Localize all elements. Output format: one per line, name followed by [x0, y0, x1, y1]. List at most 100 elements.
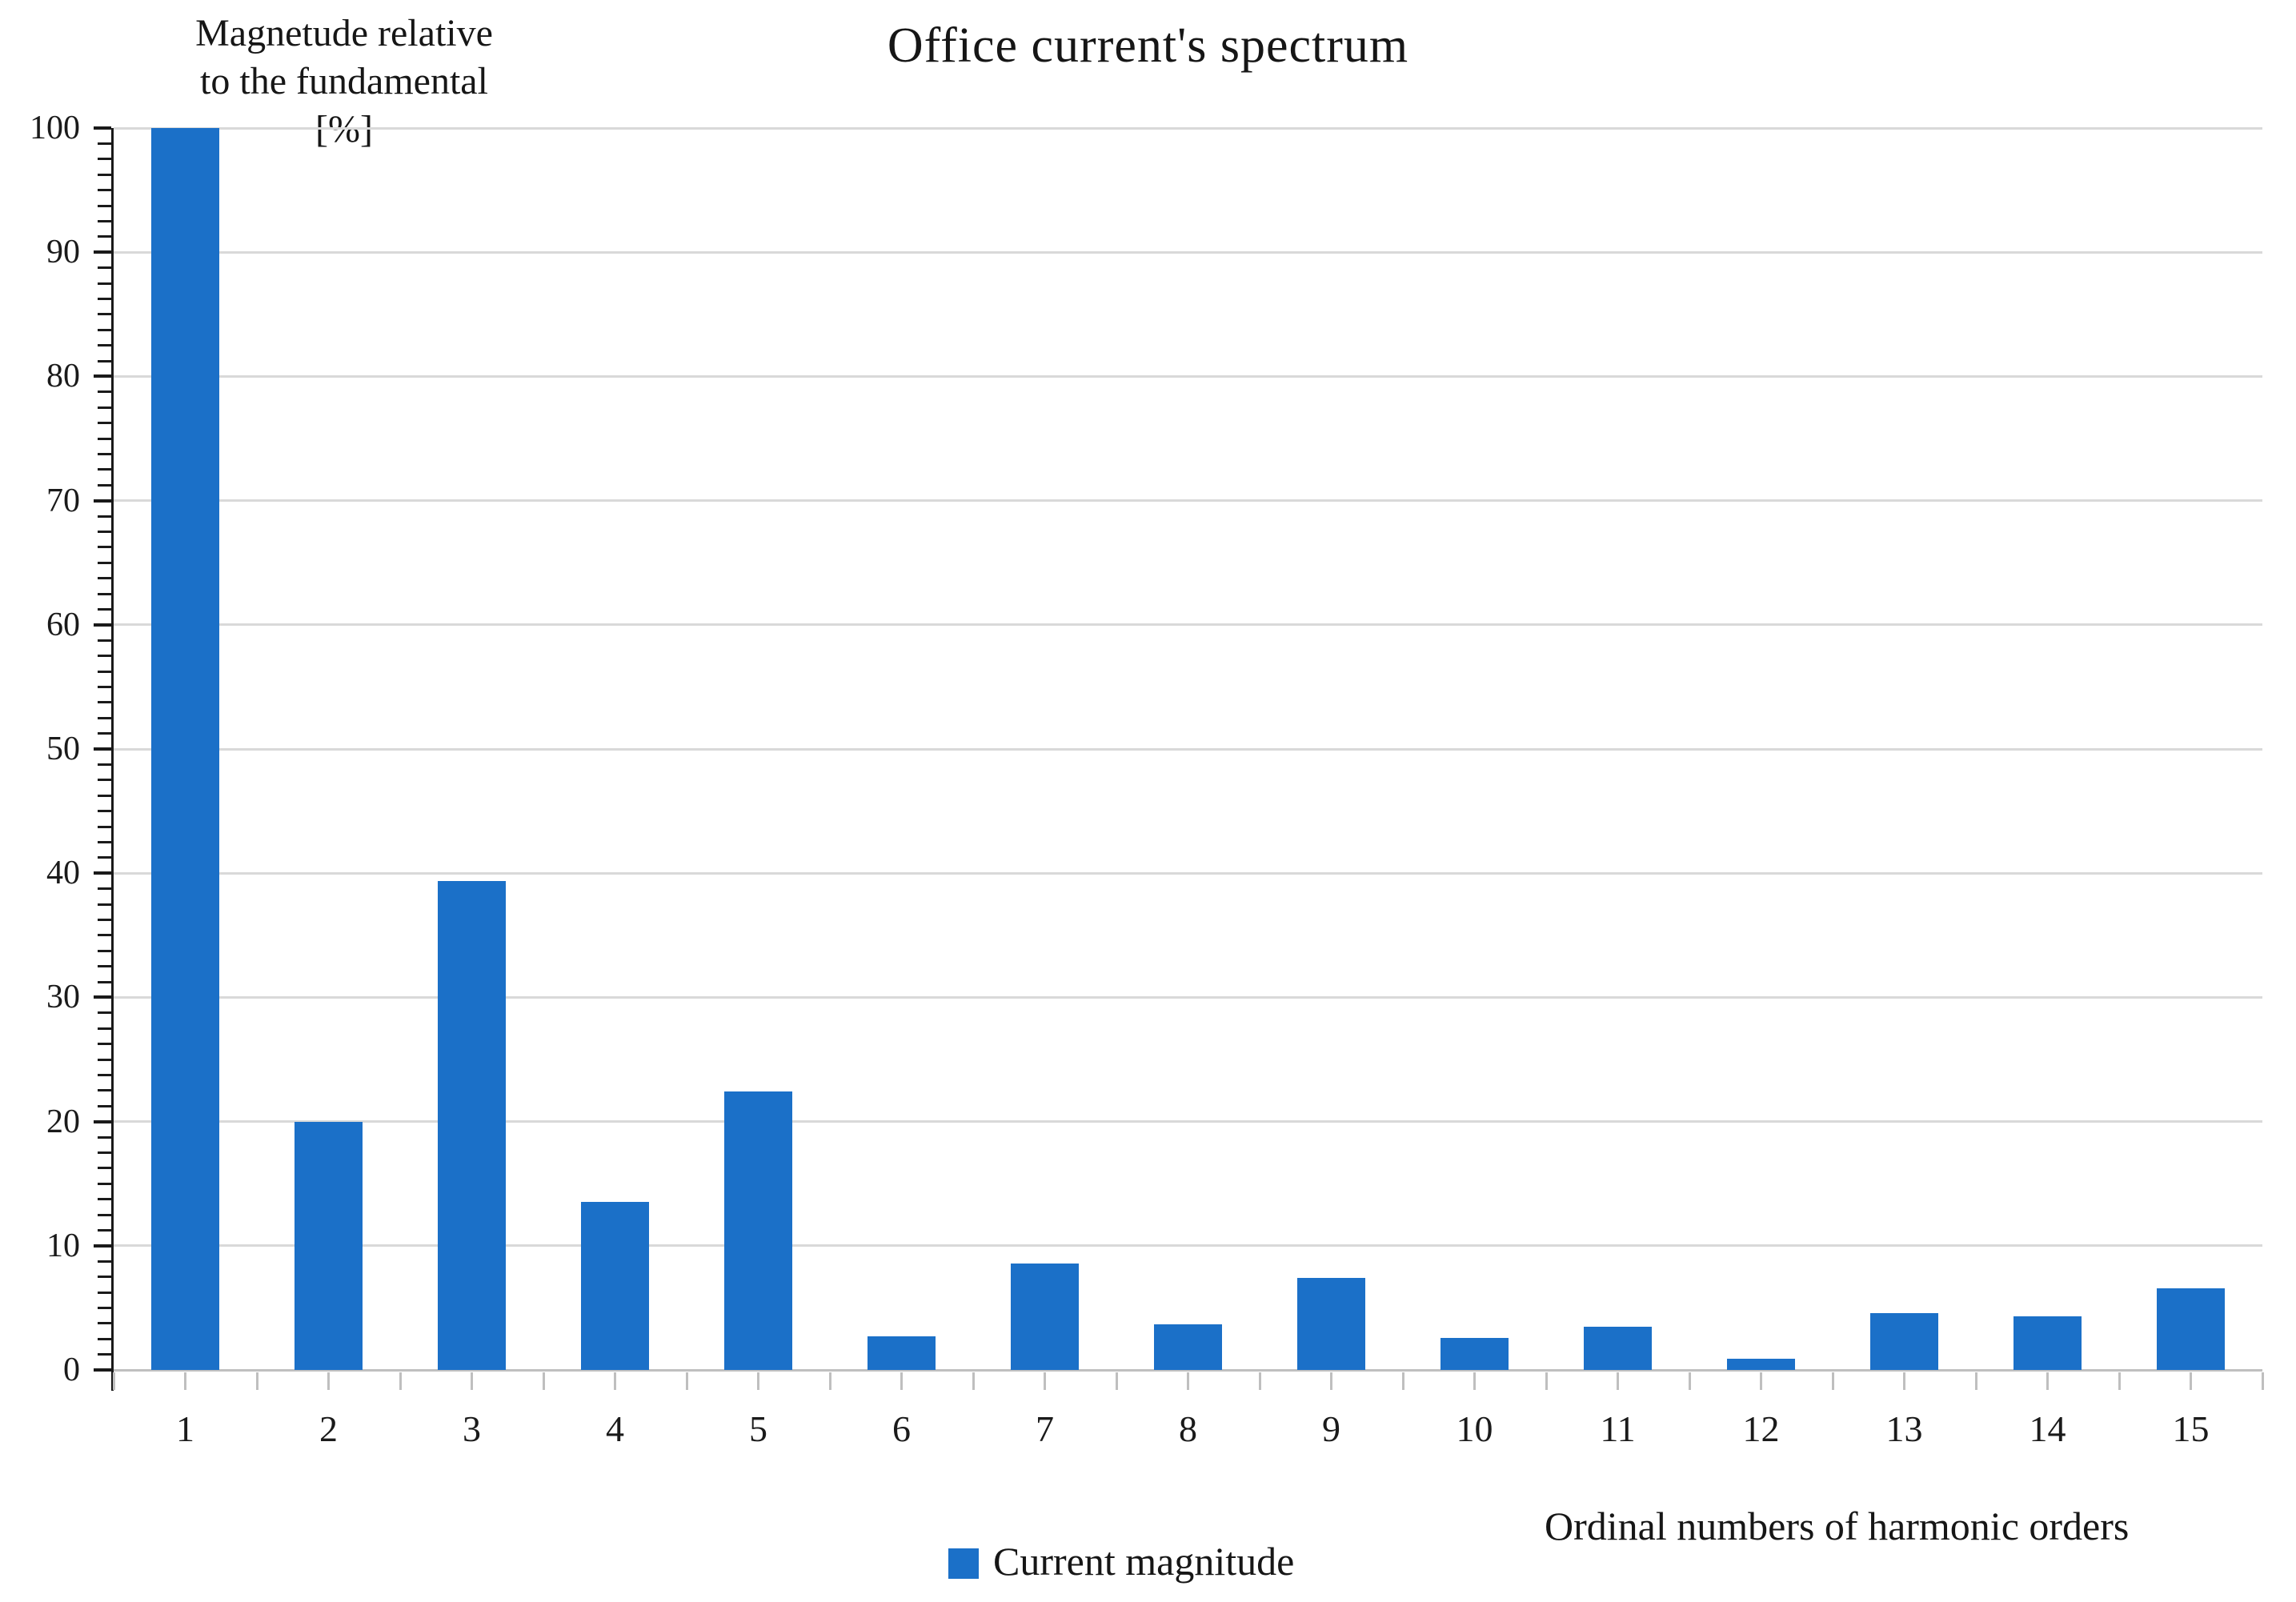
y-axis-minor-tick: [98, 158, 111, 161]
y-axis-major-tick: [94, 871, 111, 875]
gridline: [114, 250, 2262, 254]
gridline: [114, 374, 2262, 378]
bar-harmonic-1: [151, 128, 219, 1370]
y-axis-minor-tick: [98, 483, 111, 487]
legend-color-swatch: [948, 1548, 979, 1579]
y-axis-minor-tick: [98, 344, 111, 347]
chart-title: Office current's spectrum: [887, 18, 1409, 73]
y-axis-minor-tick: [98, 1011, 111, 1015]
y-axis-minor-tick: [98, 142, 111, 145]
legend: Current magnitude: [948, 1538, 1294, 1584]
y-tick-label: 50: [46, 731, 80, 767]
x-tick-label: 9: [1322, 1408, 1340, 1449]
y-axis-minor-tick: [98, 1043, 111, 1046]
x-axis-tick: [828, 1372, 831, 1390]
bar-harmonic-5: [724, 1091, 792, 1370]
y-axis-minor-tick: [98, 1104, 111, 1107]
y-axis-minor-tick: [98, 266, 111, 270]
y-axis-minor-tick: [98, 422, 111, 425]
y-axis-minor-tick: [98, 204, 111, 207]
y-axis-minor-tick: [98, 437, 111, 440]
gridline: [114, 1120, 2262, 1123]
x-axis-tick: [614, 1372, 616, 1390]
y-axis-minor-tick: [98, 1058, 111, 1061]
y-tick-label: 40: [46, 855, 80, 892]
y-axis-minor-tick: [98, 685, 111, 688]
x-axis-tick: [1044, 1372, 1046, 1390]
y-axis-major-tick: [94, 623, 111, 627]
x-axis-line: [114, 1368, 2262, 1372]
y-tick-label: 60: [46, 606, 80, 643]
y-tick-label: 0: [63, 1352, 80, 1388]
y-tick-label: 20: [46, 1103, 80, 1140]
x-axis-tick: [1115, 1372, 1118, 1390]
y-axis-major-tick: [94, 747, 111, 751]
y-axis-minor-tick: [98, 515, 111, 518]
bar-harmonic-11: [1584, 1326, 1652, 1370]
y-axis-minor-tick: [98, 701, 111, 704]
x-axis-tick: [2261, 1372, 2264, 1390]
y-axis-minor-tick: [98, 1337, 111, 1340]
y-axis-minor-tick: [98, 903, 111, 906]
x-axis-tick: [2046, 1372, 2049, 1390]
x-axis-tick: [255, 1372, 258, 1390]
bar-harmonic-3: [438, 880, 506, 1370]
bar-harmonic-2: [295, 1121, 363, 1370]
y-axis-minor-tick: [98, 1276, 111, 1279]
x-tick-label: 15: [2172, 1408, 2210, 1449]
y-axis-title-line-2: to the fundamental: [200, 60, 488, 102]
y-axis-title-line-1: Magnetude relative: [195, 12, 493, 54]
y-axis-minor-tick: [98, 546, 111, 549]
y-axis-minor-tick: [98, 670, 111, 673]
y-axis-minor-tick: [98, 763, 111, 766]
x-tick-label: 11: [1600, 1408, 1636, 1449]
y-axis-minor-tick: [98, 468, 111, 471]
y-tick-label: 100: [30, 110, 80, 146]
y-axis-minor-tick: [98, 561, 111, 564]
y-axis-title-line-3: [%]: [315, 108, 373, 150]
y-axis-minor-tick: [98, 732, 111, 735]
y-axis-minor-tick: [98, 1260, 111, 1263]
x-axis-tick: [1831, 1372, 1834, 1390]
y-axis-minor-tick: [98, 297, 111, 300]
y-axis-minor-tick: [98, 607, 111, 611]
y-axis-minor-tick: [98, 887, 111, 891]
y-axis-minor-tick: [98, 1182, 111, 1185]
x-tick-label: 8: [1179, 1408, 1197, 1449]
x-axis-tick: [327, 1372, 330, 1390]
y-axis-minor-tick: [98, 965, 111, 968]
y-axis-minor-tick: [98, 282, 111, 285]
gridline: [114, 995, 2262, 999]
x-axis-tick: [1688, 1372, 1691, 1390]
y-axis-minor-tick: [98, 810, 111, 813]
x-axis-tick: [972, 1372, 975, 1390]
y-axis-minor-tick: [98, 452, 111, 455]
x-axis-tick: [1974, 1372, 1977, 1390]
y-axis-minor-tick: [98, 1322, 111, 1325]
x-axis-tick: [1617, 1372, 1619, 1390]
x-tick-label: 5: [749, 1408, 767, 1449]
gridline: [114, 499, 2262, 503]
x-tick-label: 2: [319, 1408, 338, 1449]
y-tick-label: 90: [46, 234, 80, 271]
y-axis-minor-tick: [98, 390, 111, 394]
x-axis-tick: [184, 1372, 186, 1390]
y-axis-title: Magnetude relative to the fundamental [%…: [120, 10, 568, 154]
x-axis-tick: [1187, 1372, 1189, 1390]
x-axis-tick: [1330, 1372, 1332, 1390]
y-axis-minor-tick: [98, 934, 111, 937]
x-axis-tick: [757, 1372, 759, 1390]
y-axis-minor-tick: [98, 1291, 111, 1294]
y-axis-major-tick: [94, 126, 111, 130]
x-axis-title: Ordinal numbers of harmonic orders: [1545, 1504, 2130, 1548]
y-tick-label: 10: [46, 1227, 80, 1264]
x-tick-label: 1: [176, 1408, 194, 1449]
y-axis-major-tick: [94, 1244, 111, 1248]
bar-harmonic-10: [1441, 1337, 1509, 1370]
y-axis-minor-tick: [98, 1213, 111, 1216]
gridline: [114, 871, 2262, 875]
x-axis-tick: [2190, 1372, 2192, 1390]
y-axis-minor-tick: [98, 328, 111, 331]
y-axis-minor-tick: [98, 359, 111, 362]
